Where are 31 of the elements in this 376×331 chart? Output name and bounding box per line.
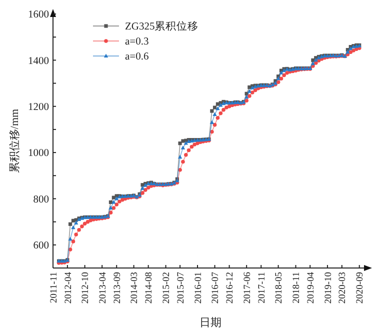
x-tick-label: 2014-03 <box>130 272 140 304</box>
x-tick-label: 2017-11 <box>257 272 268 304</box>
x-tick-label: 2018-05 <box>274 272 285 304</box>
x-tick-label: 2016-07 <box>211 272 222 304</box>
legend-label: ZG325累积位移 <box>125 20 199 33</box>
y-tick-label: 1400 <box>28 56 49 67</box>
legend-label: a=0.6 <box>125 52 149 63</box>
x-tick-label: 2016-12 <box>226 272 236 304</box>
x-tick-label: 2013-09 <box>112 272 123 304</box>
x-tick-label: 2020-03 <box>338 272 348 304</box>
x-tick-label: 2013-04 <box>98 272 108 304</box>
y-tick-label: 1600 <box>28 10 49 21</box>
x-tick-label: 2020-09 <box>356 272 366 304</box>
x-tick-label: 2015-02 <box>162 272 172 304</box>
x-tick-label: 2011-11 <box>49 272 60 303</box>
x-tick-label: 2012-10 <box>81 272 92 304</box>
x-axis-title: 日期 <box>200 317 222 329</box>
y-tick-label: 1200 <box>28 102 49 114</box>
y-axis-title: 累积位移/mm <box>8 108 21 174</box>
legend-label: a=0.3 <box>125 36 149 48</box>
x-tick-label: 2016-01 <box>194 272 204 304</box>
x-tick-label: 2017-06 <box>242 272 253 304</box>
x-tick-label: 2014-08 <box>144 272 155 304</box>
x-tick-label: 2015-07 <box>176 272 186 304</box>
x-tick-label: 2019-10 <box>324 272 334 304</box>
y-tick-label: 1000 <box>28 148 49 160</box>
x-tick-label: 2018-11 <box>292 272 302 304</box>
x-tick-label: 2012-04 <box>64 272 74 304</box>
y-tick-label: 600 <box>33 240 49 252</box>
x-tick-label: 2019-04 <box>306 272 316 304</box>
y-tick-label: 800 <box>33 194 49 206</box>
